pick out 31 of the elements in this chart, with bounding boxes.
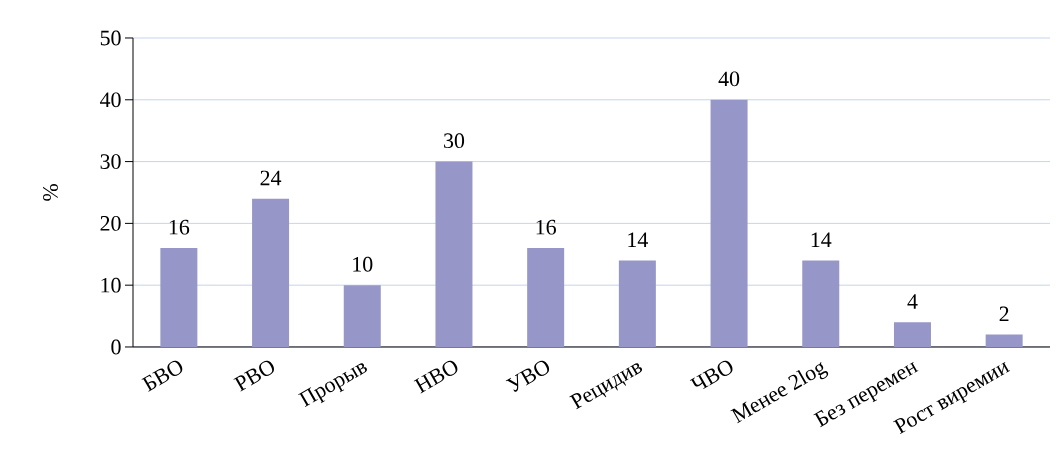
y-axis-title: % bbox=[43, 184, 58, 201]
data-label: 14 bbox=[811, 232, 832, 247]
y-tick-label: 10 bbox=[101, 277, 121, 293]
bar bbox=[160, 248, 198, 347]
bar bbox=[343, 285, 381, 347]
y-tick-label: 20 bbox=[100, 215, 121, 231]
data-label: 16 bbox=[169, 219, 190, 235]
data-label: 14 bbox=[628, 232, 648, 247]
data-label: 10 bbox=[353, 256, 373, 272]
y-tick-label: 40 bbox=[100, 92, 121, 108]
data-label: 40 bbox=[718, 71, 740, 87]
bar bbox=[893, 322, 931, 347]
x-tick-label: БВО bbox=[141, 360, 183, 392]
bar bbox=[252, 198, 290, 347]
bar bbox=[435, 161, 473, 347]
data-label: 2 bbox=[999, 306, 1009, 322]
data-label: 24 bbox=[260, 170, 282, 186]
x-tick-label: РВО bbox=[233, 360, 275, 392]
data-label: 16 bbox=[536, 219, 556, 235]
y-tick-label: 50 bbox=[100, 30, 121, 46]
y-tick-label: 0 bbox=[111, 339, 121, 355]
bar bbox=[710, 99, 748, 347]
y-tick-label: 30 bbox=[100, 154, 121, 169]
bar bbox=[985, 334, 1023, 347]
data-label: 4 bbox=[907, 294, 918, 309]
data-label: 30 bbox=[444, 133, 465, 149]
bar bbox=[802, 260, 840, 347]
x-tick-label: НВО bbox=[413, 360, 458, 394]
bar bbox=[527, 248, 565, 347]
bar bbox=[618, 260, 656, 347]
x-tick-label: УВО bbox=[505, 360, 550, 392]
